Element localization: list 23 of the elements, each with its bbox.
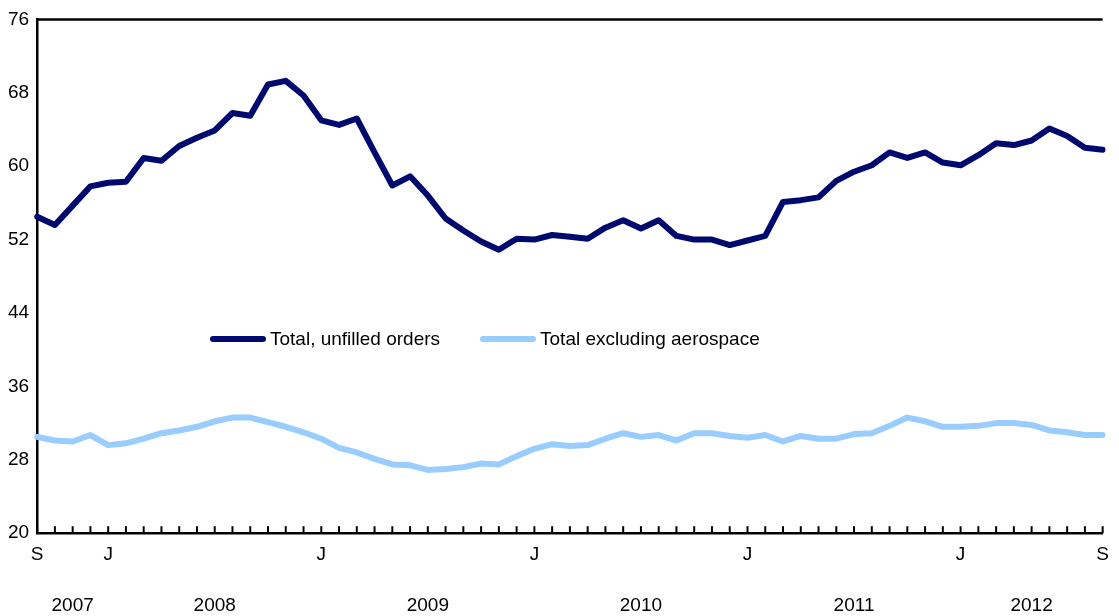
text: 2012 [1010, 594, 1053, 616]
y-tick-label: 44 [7, 301, 30, 323]
text: 2010 [619, 594, 663, 616]
y-tick-label: 20 [7, 521, 30, 543]
text: 2007 [51, 594, 94, 616]
text: 2008 [193, 594, 236, 616]
legend-label: Total excluding aerospace [540, 328, 760, 350]
x-tick-label: J [742, 542, 753, 564]
x-tick-label: J [316, 542, 327, 564]
y-tick-label: 28 [7, 448, 30, 470]
y-tick-label: 36 [7, 374, 30, 396]
x-tick-label: S [30, 542, 44, 564]
text: 2009 [406, 594, 449, 616]
x-tick-label: J [103, 542, 113, 564]
y-tick-label: 60 [7, 154, 30, 176]
x-tick-label: J [529, 542, 540, 564]
y-tick-label: 68 [7, 81, 30, 103]
y-tick-label: 52 [7, 227, 30, 249]
legend-label: Total, unfilled orders [270, 328, 441, 350]
text: 2011 [833, 594, 875, 616]
y-tick-label: 76 [7, 7, 30, 29]
x-tick-label: S [1096, 542, 1110, 564]
x-tick-label: J [955, 542, 966, 564]
